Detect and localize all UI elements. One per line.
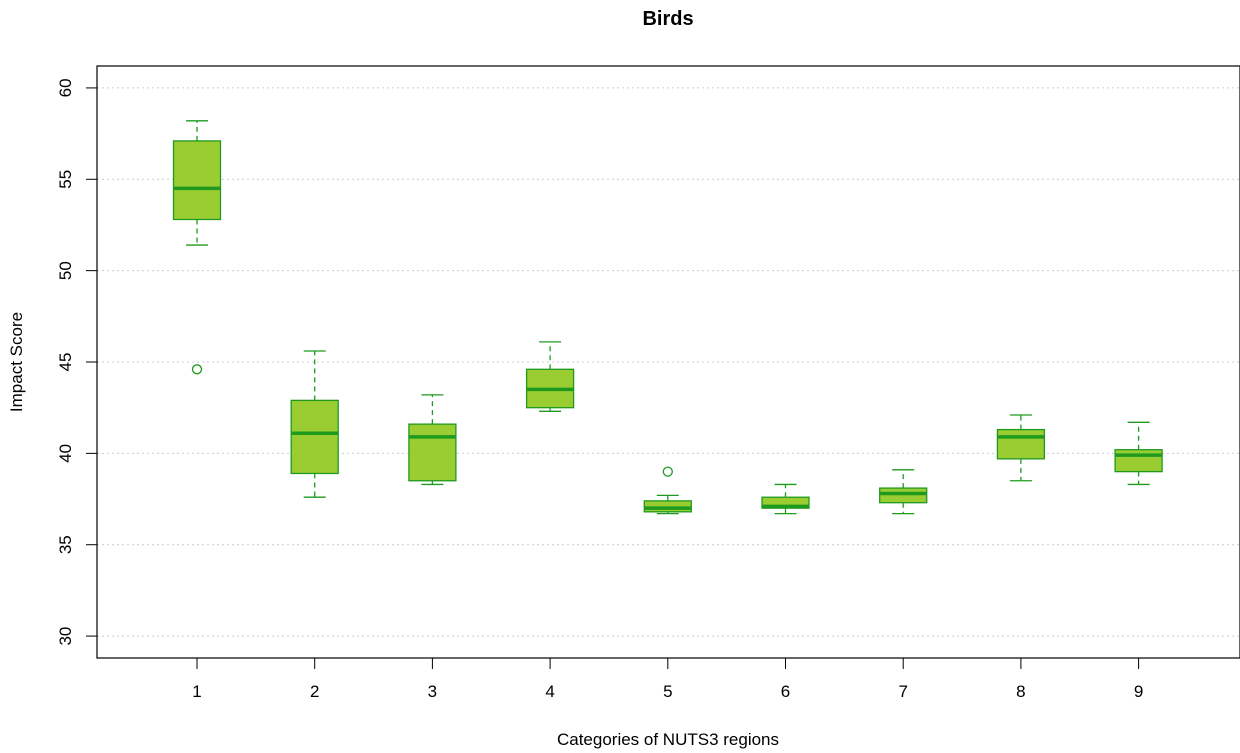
box-iqr (996, 428, 1046, 460)
box-series (172, 120, 1163, 515)
x-tick-label: 3 (428, 682, 437, 701)
x-tick-label: 2 (310, 682, 319, 701)
box-iqr (879, 487, 928, 504)
grid-lines (97, 87, 1240, 637)
y-tick-label: 40 (56, 444, 75, 463)
y-tick-label: 55 (56, 170, 75, 189)
x-tick-label: 4 (545, 682, 554, 701)
y-tick-label: 45 (56, 353, 75, 372)
x-tick-label: 1 (192, 682, 201, 701)
y-axis: 30 35 40 45 50 55 60 (56, 78, 97, 646)
x-tick-label: 7 (898, 682, 907, 701)
box-iqr (408, 423, 457, 482)
x-tick-label: 6 (781, 682, 790, 701)
box-category-1 (172, 120, 222, 375)
box-category-5 (643, 466, 692, 515)
x-axis-label: Categories of NUTS3 regions (557, 730, 779, 749)
box-category-4 (525, 341, 575, 412)
box-iqr (290, 399, 339, 475)
y-tick-label: 35 (56, 535, 75, 554)
x-axis: 1 2 3 4 5 6 7 8 9 (192, 658, 1143, 701)
box-iqr (643, 500, 692, 513)
box-category-3 (408, 394, 457, 486)
box-category-8 (996, 414, 1046, 482)
box-iqr (172, 140, 222, 221)
y-axis-label: Impact Score (7, 312, 26, 412)
x-tick-label: 8 (1016, 682, 1025, 701)
box-category-6 (761, 483, 810, 515)
x-tick-label: 5 (663, 682, 672, 701)
y-tick-label: 30 (56, 627, 75, 646)
outlier-point (191, 364, 203, 375)
box-category-7 (879, 469, 928, 515)
box-iqr (1114, 449, 1163, 473)
chart-title: Birds (642, 8, 693, 30)
outlier-point (662, 466, 673, 477)
box-category-9 (1114, 421, 1163, 486)
y-tick-label: 50 (56, 261, 75, 280)
y-tick-label: 60 (56, 78, 75, 97)
x-tick-label: 9 (1134, 682, 1143, 701)
box-iqr (761, 496, 810, 509)
box-category-2 (290, 350, 339, 498)
